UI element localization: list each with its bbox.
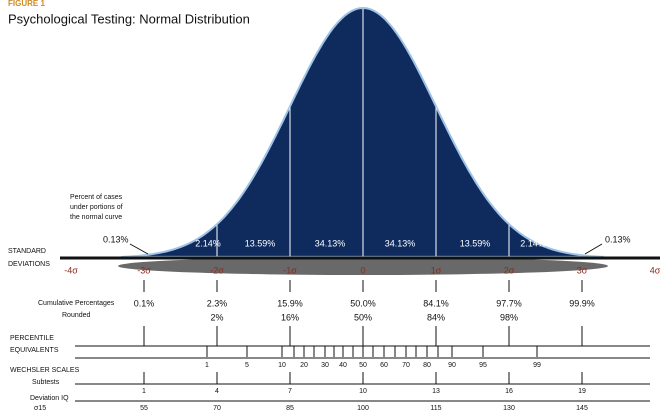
percentile: 90 [448, 362, 456, 369]
subtest: 4 [215, 388, 219, 395]
percentile: 20 [300, 362, 308, 369]
row-label: σ15 [34, 405, 46, 411]
sd-mark: 0 [360, 265, 365, 275]
rounded: 50% [354, 312, 372, 322]
cumulative: 2.3% [207, 298, 228, 308]
row-label: PERCENTILE [10, 335, 54, 342]
sd-mark: 3σ [577, 265, 588, 275]
pointer [584, 243, 603, 255]
sd-mark: -1σ [283, 265, 297, 275]
cumulative: 99.9% [569, 298, 595, 308]
percentile: 5 [245, 362, 249, 369]
sd-mark: -4σ [64, 265, 78, 275]
percentile: 80 [423, 362, 431, 369]
figure-label: FIGURE 1 [8, 0, 45, 8]
rounded: 16% [281, 312, 299, 322]
rounded: 84% [427, 312, 445, 322]
row-label: Deviation IQ [30, 395, 69, 402]
row-label: Cumulative Percentages [38, 300, 115, 307]
rounded: 98% [500, 312, 518, 322]
deviation-iq: 100 [357, 405, 369, 411]
sd-mark: 1σ [431, 265, 442, 275]
sd-mark: 4σ [650, 265, 661, 275]
percentile: 70 [402, 362, 410, 369]
sd-label: STANDARD [8, 248, 46, 255]
area-label: 13.59% [460, 238, 491, 248]
note: Percent of cases [70, 194, 123, 201]
percentile: 1 [205, 362, 209, 369]
subtest: 16 [505, 388, 513, 395]
note: the normal curve [70, 214, 122, 221]
shadow [118, 257, 608, 275]
cumulative: 15.9% [277, 298, 303, 308]
tail-right: 0.13% [605, 234, 631, 244]
deviation-iq: 130 [503, 405, 515, 411]
title: Psychological Testing: Normal Distributi… [8, 11, 250, 26]
percentile: 99 [533, 362, 541, 369]
cumulative: 50.0% [350, 298, 376, 308]
deviation-iq: 115 [430, 405, 441, 411]
sd-mark: -2σ [210, 265, 224, 275]
percentile: 10 [278, 362, 286, 369]
area-label: 2.14% [195, 238, 221, 248]
area-label: 13.59% [245, 238, 276, 248]
note: under portions of [70, 204, 123, 211]
subtest: 19 [578, 388, 586, 395]
area-label: 2.14% [520, 238, 546, 248]
row-label: Subtests [32, 379, 60, 386]
area-label: 34.13% [385, 238, 416, 248]
row-label: WECHSLER SCALES [10, 367, 80, 374]
deviation-iq: 145 [576, 405, 588, 411]
sd-mark: 2σ [504, 265, 515, 275]
row-label: Rounded [62, 312, 91, 319]
cumulative: 97.7% [496, 298, 522, 308]
deviation-iq: 70 [213, 405, 221, 411]
percentile: 30 [321, 362, 329, 369]
cumulative: 0.1% [134, 298, 155, 308]
deviation-iq: 55 [140, 405, 148, 411]
cumulative: 84.1% [423, 298, 449, 308]
sd-mark: -3σ [137, 265, 151, 275]
area-label: 34.13% [315, 238, 346, 248]
row-label: EQUIVALENTS [10, 347, 59, 354]
tail-left: 0.13% [103, 234, 129, 244]
percentile: 40 [339, 362, 347, 369]
sd-label: DEVIATIONS [8, 261, 50, 268]
subtest: 10 [359, 388, 367, 395]
deviation-iq: 85 [286, 405, 294, 411]
percentile: 50 [359, 362, 367, 369]
subtest: 7 [288, 388, 292, 395]
pointer [129, 243, 149, 255]
rounded: 2% [210, 312, 223, 322]
percentile: 60 [380, 362, 388, 369]
subtest: 1 [142, 388, 146, 395]
percentile: 95 [479, 362, 487, 369]
subtest: 13 [432, 388, 440, 395]
